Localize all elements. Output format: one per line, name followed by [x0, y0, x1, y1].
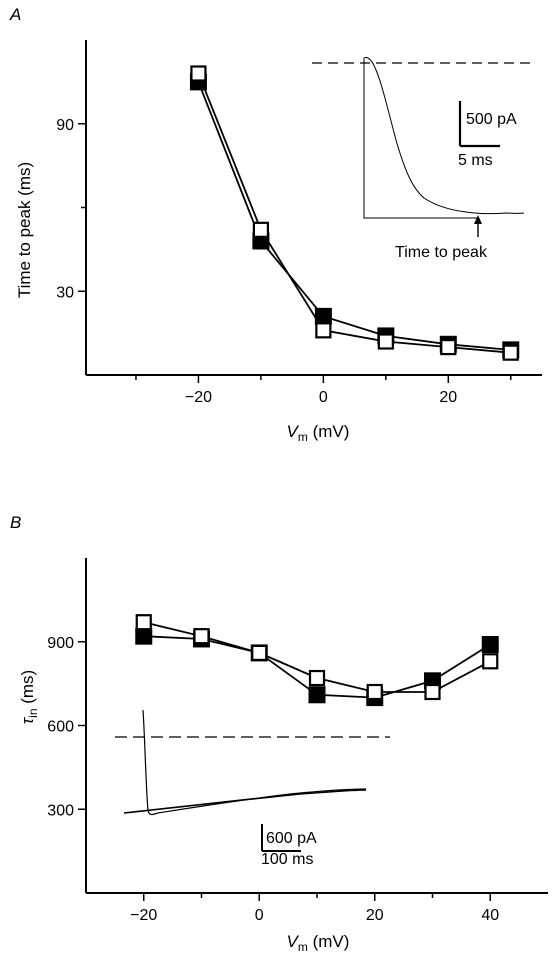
- time-to-peak-annotation: Time to peak: [395, 244, 488, 261]
- panel-b: B −20 0 20 40 300 600 900 τin (ms) Vm (mV) 600…: [10, 513, 548, 954]
- axes-a: [85, 40, 542, 376]
- y-tick-label: 90: [56, 117, 74, 134]
- time-to-peak-arrowhead: [474, 215, 482, 224]
- y-tick-label: 30: [56, 284, 74, 301]
- data-point-open: [424, 683, 441, 701]
- panel-a: A −20 0 20 30 90 Time to peak (ms) Vm (mV) 5…: [9, 5, 542, 444]
- inset-trace-b: 600 pA 100 ms: [115, 709, 390, 868]
- x-tick-label: 40: [481, 907, 499, 924]
- x-tick-label: 20: [439, 389, 457, 406]
- data-point-open: [440, 338, 457, 356]
- inset-trace-a: 500 pA 5 ms Time to peak: [312, 57, 530, 261]
- data-point-open: [251, 644, 268, 662]
- data-point-open: [377, 333, 394, 350]
- x-axis-label-b: Vm (mV): [287, 932, 350, 954]
- scale-current-label-b: 600 pA: [266, 830, 317, 847]
- x-axis-label-a: Vm (mV): [287, 422, 350, 444]
- data-point-open: [193, 628, 210, 645]
- axes-b: [85, 558, 548, 894]
- data-point-filled: [481, 636, 499, 654]
- data-point-open: [366, 683, 383, 701]
- x-tick-label: −20: [130, 907, 157, 924]
- data-point-open: [135, 614, 152, 631]
- x-tick-label: 0: [255, 907, 264, 924]
- inset-b-trace: [142, 709, 367, 816]
- data-point-filled: [135, 627, 153, 645]
- y-tick-label: 300: [47, 802, 74, 819]
- scale-current-label-a: 500 pA: [466, 111, 517, 128]
- scale-time-label-b: 100 ms: [261, 851, 313, 868]
- scale-time-label-a: 5 ms: [458, 152, 493, 169]
- x-tick-label: 0: [319, 389, 328, 406]
- y-tick-label: 900: [47, 635, 74, 652]
- panel-label-b: B: [10, 513, 21, 532]
- data-point-open: [502, 344, 519, 361]
- ticks-a: −20 0 20 30 90: [56, 117, 512, 406]
- y-axis-label-b: τin (ms): [18, 670, 40, 724]
- inset-b-trace-fit: [123, 789, 367, 814]
- y-tick-label: 600: [47, 719, 74, 736]
- data-point-open: [308, 669, 326, 687]
- x-tick-label: −20: [185, 389, 212, 406]
- inset-a-frame: [363, 58, 477, 219]
- data-point-open: [482, 653, 499, 670]
- data-point-open: [190, 65, 207, 82]
- y-axis-label-a: Time to peak (ms): [15, 162, 34, 298]
- inset-a-trace: [363, 57, 525, 215]
- data-point-filled: [308, 686, 326, 704]
- series-a: [189, 65, 520, 361]
- panel-label-a: A: [9, 5, 21, 24]
- ticks-b: −20 0 20 40 300 600 900: [47, 635, 499, 924]
- x-tick-label: 20: [366, 907, 384, 924]
- data-point-open: [315, 322, 332, 339]
- series-line-filled-square: [197, 81, 511, 351]
- data-point-open: [252, 221, 270, 238]
- series-b: [135, 614, 499, 707]
- data-point-filled: [314, 307, 332, 325]
- series-line-open-square: [197, 73, 511, 354]
